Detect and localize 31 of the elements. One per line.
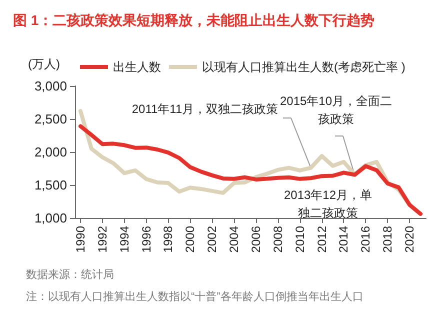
x-tick-label: 2006 — [248, 226, 263, 253]
y-tick-label: 2,000 — [34, 144, 67, 160]
legend-label: 以现有人口推算出生人数(考虑死亡率 ) — [202, 60, 406, 74]
text: 注：以现有人口推算出生人数指以“十普”各年龄人口倒推当年出生人口 — [26, 290, 364, 303]
y-tick-label: 2,500 — [34, 112, 67, 126]
x-tick-label: 2012 — [314, 226, 329, 253]
x-tick-label: 2016 — [358, 226, 373, 253]
x-tick-label: 2000 — [183, 226, 198, 253]
x-tick-label: 2010 — [292, 226, 307, 253]
legend-label: 出生人数 — [113, 60, 161, 74]
y-tick-label: 1,500 — [34, 178, 67, 192]
annotation: 2013年12月，单独二孩政策 — [284, 188, 372, 220]
x-tick-label: 2008 — [270, 226, 285, 253]
annotation: 2015年10月，全面二孩政策 — [280, 94, 392, 126]
y-axis-title: (万人) — [28, 57, 60, 71]
source-note: 数据来源：统计局 — [26, 268, 114, 281]
x-tick-label: 1994 — [117, 226, 132, 253]
x-tick-label: 2018 — [380, 226, 395, 253]
x-tick-label: 1998 — [161, 226, 176, 253]
x-tick-label: 2004 — [227, 226, 242, 253]
y-tick-label: 1,000 — [34, 210, 67, 226]
x-tick-label: 2014 — [336, 226, 351, 253]
x-tick-label: 2002 — [205, 226, 220, 253]
x-tick-label: 1996 — [139, 226, 154, 253]
line-series — [78, 124, 423, 216]
chart-title: 图 1：二孩政策效果短期释放，未能阻止出生人数下行趋势 — [13, 12, 375, 28]
x-tick-label: 1990 — [73, 226, 88, 253]
x-tick-label: 2020 — [402, 226, 417, 253]
y-tick-label: 3,000 — [34, 78, 67, 94]
x-tick-label: 1992 — [95, 226, 110, 253]
annotation: 2011年11月，双独二孩政策 — [132, 102, 278, 116]
